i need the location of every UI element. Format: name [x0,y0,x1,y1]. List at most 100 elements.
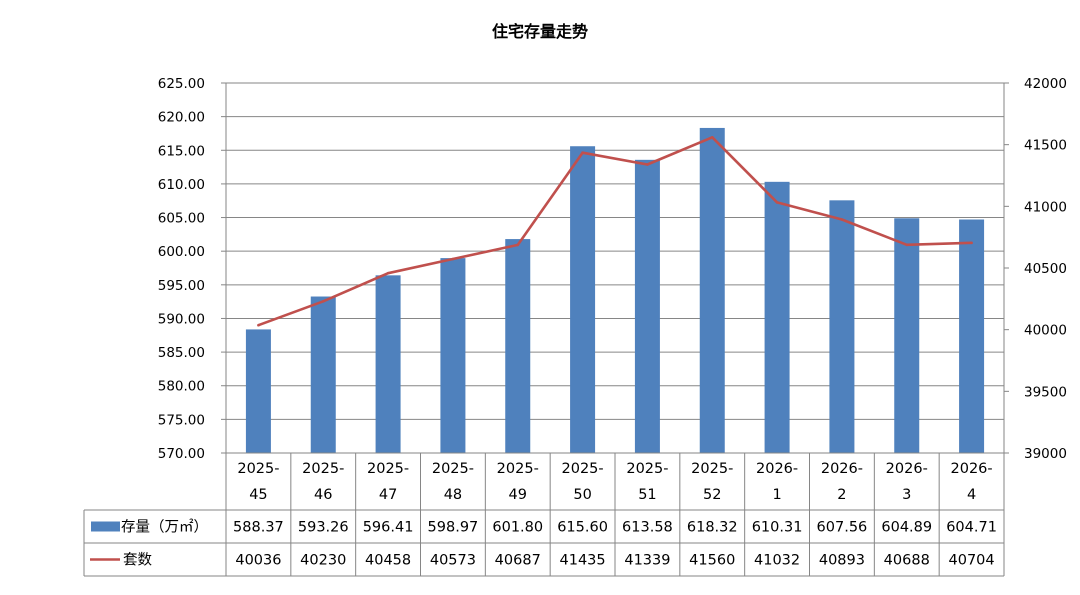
table-cell-stock: 610.31 [752,520,803,536]
bar-2025-47 [375,275,401,453]
x-category-label: 1 [772,487,781,503]
x-category-label: 52 [703,487,721,503]
y-left-tick-label: 585.00 [158,345,205,361]
point-2026-2 [840,218,844,221]
table-cell-units: 40893 [819,553,865,569]
legend-label-line: 套数 [123,552,152,569]
table-cell-units: 41560 [689,553,735,569]
x-category-label: 2025- [367,461,409,477]
y-right-tick-label: 41000 [1024,199,1067,215]
y-left-tick-label: 570.00 [158,446,205,462]
x-category-label: 47 [379,487,397,503]
x-category-label: 2025- [237,461,279,477]
bar-2026-3 [894,218,920,453]
point-2025-47 [386,271,390,275]
x-category-label: 2025- [432,461,474,477]
legend-swatch-bar [91,521,120,532]
x-category-label: 2025- [302,461,344,477]
bar-2025-52 [699,127,725,454]
table-cell-stock: 607.56 [817,520,868,536]
bar-series [245,127,985,454]
table-cell-stock: 615.60 [557,520,608,536]
table-cell-units: 40458 [365,553,411,569]
line-series [257,135,973,327]
y-left-tick-label: 620.00 [158,110,205,126]
bar-2025-46 [310,296,336,453]
bar-2025-48 [440,258,466,453]
y-right-tick-label: 39500 [1024,384,1067,400]
table-cell-stock: 588.37 [233,520,284,536]
y-left-tick-label: 580.00 [158,379,205,395]
table-cell-stock: 593.26 [298,520,349,536]
y-left-tick-label: 610.00 [158,177,205,193]
bar-2025-50 [570,146,596,453]
x-category-label: 2026- [756,461,798,477]
y-left-tick-label: 595.00 [158,278,205,294]
y-left-tick-label: 615.00 [158,143,205,159]
table-cell-units: 40573 [430,553,476,569]
bar-2025-51 [634,159,660,454]
y-left-tick-label: 575.00 [158,412,205,428]
table-cell-stock: 618.32 [687,520,738,536]
point-2026-3 [905,243,909,247]
table-cell-units: 40230 [300,553,346,569]
table-cell-units: 40687 [495,553,541,569]
x-category-label: 4 [967,487,976,503]
x-category-label: 51 [638,487,656,503]
point-2025-48 [451,257,455,261]
x-category-label: 2 [837,487,846,503]
point-2025-45 [257,323,260,327]
y-right-tick-label: 40000 [1024,323,1067,339]
axes: 570.00 575.00 580.00 585.00 590.00 595.00 600.… [158,76,1067,462]
chart-title: 住宅存量走势 [492,22,588,41]
x-category-label: 49 [509,487,527,503]
point-2025-51 [646,163,649,166]
x-category-label: 2026- [886,461,928,477]
table-cell-units: 41032 [754,553,800,569]
x-category-label: 50 [573,487,591,503]
y-right-tick-label: 40500 [1024,261,1067,277]
point-2025-52 [710,135,714,139]
x-category-label: 2026- [821,461,863,477]
legend-label-bar: 存量（万㎡） [121,519,208,536]
x-category-label: 3 [902,487,911,503]
y-left-tick-label: 600.00 [158,244,205,260]
y-right-tick-label: 41500 [1024,138,1067,154]
table-cell-stock: 596.41 [363,520,414,536]
table-cell-stock: 604.71 [946,520,997,536]
bar-2026-4 [959,219,985,453]
table-cell-units: 40688 [884,553,930,569]
table-cell-units: 41339 [624,553,670,569]
table-cell-stock: 598.97 [428,520,479,536]
table-cell-units: 40036 [235,553,281,569]
table-cell-stock: 613.58 [622,520,673,536]
y-right-tick-label: 39000 [1024,446,1067,462]
table-cell-units: 40704 [949,553,995,569]
table-cell-stock: 601.80 [492,520,543,536]
x-category-label: 2025- [562,461,604,477]
table-cell-units: 41435 [560,553,606,569]
point-2026-1 [775,201,779,204]
x-category-label: 2025- [497,461,539,477]
y-left-tick-label: 605.00 [158,211,205,227]
y-left-tick-label: 590.00 [158,311,205,327]
gridlines [226,82,1004,420]
x-category-label: 48 [444,487,462,503]
bar-2025-45 [245,329,271,453]
point-2025-50 [581,151,584,154]
x-category-label: 2025- [626,461,668,477]
x-category-label: 45 [249,487,267,503]
x-category-label: 2026- [951,461,993,477]
table-cell-stock: 604.89 [881,520,932,536]
bar-2026-1 [764,181,790,453]
y-left-tick-label: 625.00 [158,76,205,92]
x-category-label: 46 [314,487,332,503]
data-table: 2025- 45 2025- 46 2025- 47 2025- 48 2025- 49 2025-… [83,452,1005,577]
bar-2026-2 [829,200,855,453]
y-right-tick-label: 42000 [1024,76,1067,92]
point-2026-4 [970,241,973,245]
point-2025-46 [321,300,325,303]
x-category-label: 2025- [691,461,733,477]
point-2025-49 [516,243,520,247]
